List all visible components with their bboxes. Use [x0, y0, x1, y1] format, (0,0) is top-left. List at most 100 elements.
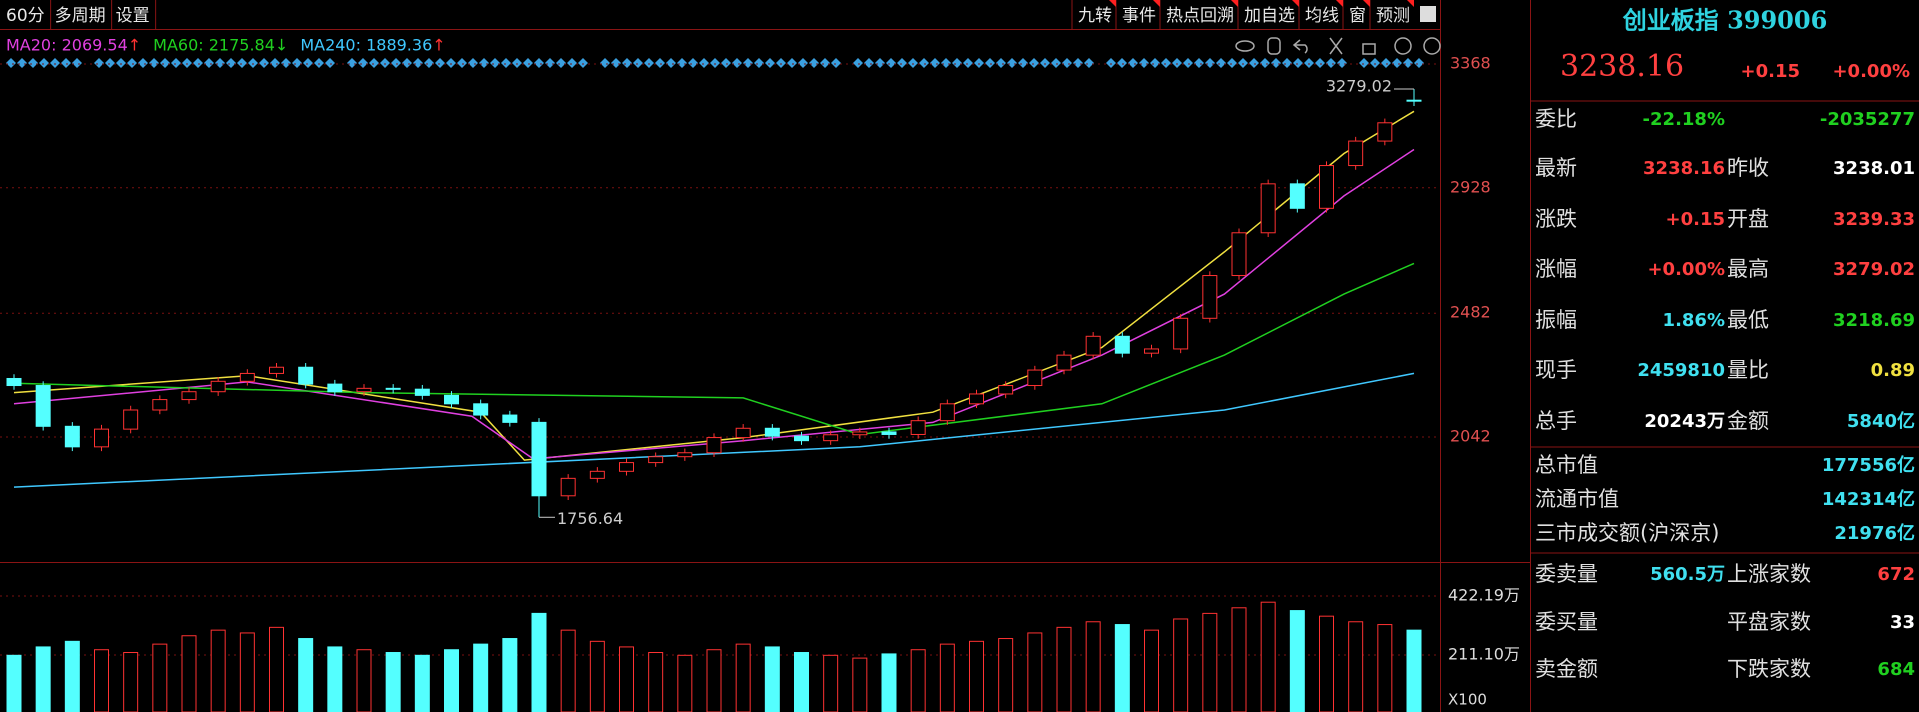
- candle-body: [735, 427, 751, 439]
- volume-bar: [123, 652, 139, 712]
- candle-body: [619, 462, 634, 472]
- tool-undo[interactable]: [1292, 39, 1308, 54]
- signal-marker: [1007, 58, 1017, 68]
- signal-marker: [798, 58, 808, 68]
- ma-legend: MA240: 1889.36: [300, 36, 432, 55]
- toolbar-icon[interactable]: [1420, 6, 1436, 22]
- field-value: 560.5万: [1650, 564, 1725, 585]
- volume-bar: [1144, 629, 1159, 712]
- signal-marker: [611, 58, 621, 68]
- signal-marker: [1172, 58, 1182, 68]
- candle-body: [852, 431, 868, 436]
- field-value: 3239.33: [1833, 209, 1915, 230]
- toolbar-button[interactable]: 加自选: [1244, 6, 1295, 26]
- signal-marker: [688, 58, 698, 68]
- field-label: 流通市值: [1535, 487, 1619, 511]
- volume-bar: [1289, 610, 1305, 712]
- badge: [1109, 0, 1116, 7]
- signal-marker: [50, 58, 60, 68]
- volume-bar: [473, 643, 489, 712]
- candle-body: [123, 409, 139, 430]
- toolbar-button[interactable]: 设置: [116, 6, 150, 26]
- field-label: 委买量: [1535, 610, 1598, 634]
- candle-body: [589, 470, 605, 479]
- badge: [1363, 0, 1370, 7]
- signal-marker: [512, 58, 522, 68]
- signal-marker: [699, 58, 709, 68]
- signal-marker: [666, 58, 676, 68]
- toolbar-button[interactable]: 60分: [6, 6, 45, 26]
- signal-marker: [1227, 58, 1237, 68]
- field-label: 金额: [1727, 409, 1769, 433]
- signal-marker: [952, 58, 962, 68]
- field-value: +0.00%: [1647, 259, 1725, 280]
- signal-marker: [1326, 58, 1336, 68]
- candle-body: [910, 420, 926, 435]
- field-label: 总市值: [1535, 453, 1598, 477]
- signal-marker: [1381, 58, 1391, 68]
- candle-body: [1173, 317, 1189, 350]
- signal-marker: [402, 58, 412, 68]
- toolbar-button[interactable]: 事件: [1122, 6, 1156, 26]
- candle-body: [1260, 183, 1276, 234]
- tool-lock[interactable]: [1362, 43, 1376, 55]
- signal-marker: [281, 58, 291, 68]
- signal-marker: [259, 58, 269, 68]
- signal-marker: [1084, 58, 1094, 68]
- toolbar-button[interactable]: 均线: [1305, 6, 1339, 26]
- signal-marker: [1403, 58, 1413, 68]
- toolbar-button[interactable]: 预测: [1376, 6, 1410, 26]
- toolbar-button[interactable]: 窗: [1349, 6, 1366, 26]
- candle-body: [969, 393, 984, 405]
- signal-marker: [160, 58, 170, 68]
- candle-body: [1027, 369, 1043, 387]
- volume-bar: [794, 652, 809, 712]
- tool-hand[interactable]: [1267, 37, 1281, 55]
- signal-marker: [1194, 58, 1204, 68]
- chart-tools: [1235, 37, 1441, 55]
- candle-body: [1202, 275, 1218, 319]
- signal-marker: [270, 58, 280, 68]
- signal-marker: [501, 58, 511, 68]
- field-label: 最低: [1727, 308, 1769, 332]
- signal-marker: [1161, 58, 1171, 68]
- toolbar-button[interactable]: 多周期: [55, 6, 106, 26]
- signal-marker: [237, 58, 247, 68]
- signal-marker: [578, 58, 588, 68]
- candle-body: [327, 383, 343, 393]
- y-tick-label: 422.19万: [1448, 586, 1520, 605]
- volume-bar: [1377, 624, 1393, 712]
- tool-zoom-in[interactable]: [1394, 37, 1412, 55]
- signal-marker: [600, 58, 610, 68]
- field-label: 现手: [1535, 358, 1577, 382]
- field-label: 平盘家数: [1727, 610, 1811, 634]
- signal-marker: [622, 58, 632, 68]
- tool-cut[interactable]: [1329, 37, 1343, 55]
- signal-marker: [1073, 58, 1083, 68]
- signal-marker: [633, 58, 643, 68]
- signal-marker: [556, 58, 566, 68]
- tool-eye[interactable]: [1235, 40, 1255, 52]
- toolbar-button[interactable]: 热点回溯: [1166, 6, 1234, 26]
- signal-marker: [6, 58, 16, 68]
- signal-marker: [776, 58, 786, 68]
- volume-bar: [1406, 629, 1422, 712]
- toolbar-button[interactable]: 九转: [1078, 6, 1112, 26]
- field-value: 20243万: [1644, 411, 1725, 432]
- candle-body: [1114, 335, 1130, 354]
- y-tick-label: 211.10万: [1448, 645, 1520, 664]
- signal-marker: [138, 58, 148, 68]
- signal-marker: [677, 58, 687, 68]
- tool-zoom-out[interactable]: [1423, 37, 1441, 55]
- signal-marker: [1117, 58, 1127, 68]
- signal-marker: [292, 58, 302, 68]
- signal-marker: [1249, 58, 1259, 68]
- signal-marker: [72, 58, 82, 68]
- field-label: 委卖量: [1535, 562, 1598, 586]
- volume-bar: [910, 649, 926, 712]
- field-value: -2035277: [1820, 109, 1915, 130]
- field-value: 21976亿: [1834, 522, 1915, 544]
- volume-unit: X100: [1448, 691, 1487, 709]
- signal-marker: [347, 58, 357, 68]
- volume-bar: [385, 652, 401, 712]
